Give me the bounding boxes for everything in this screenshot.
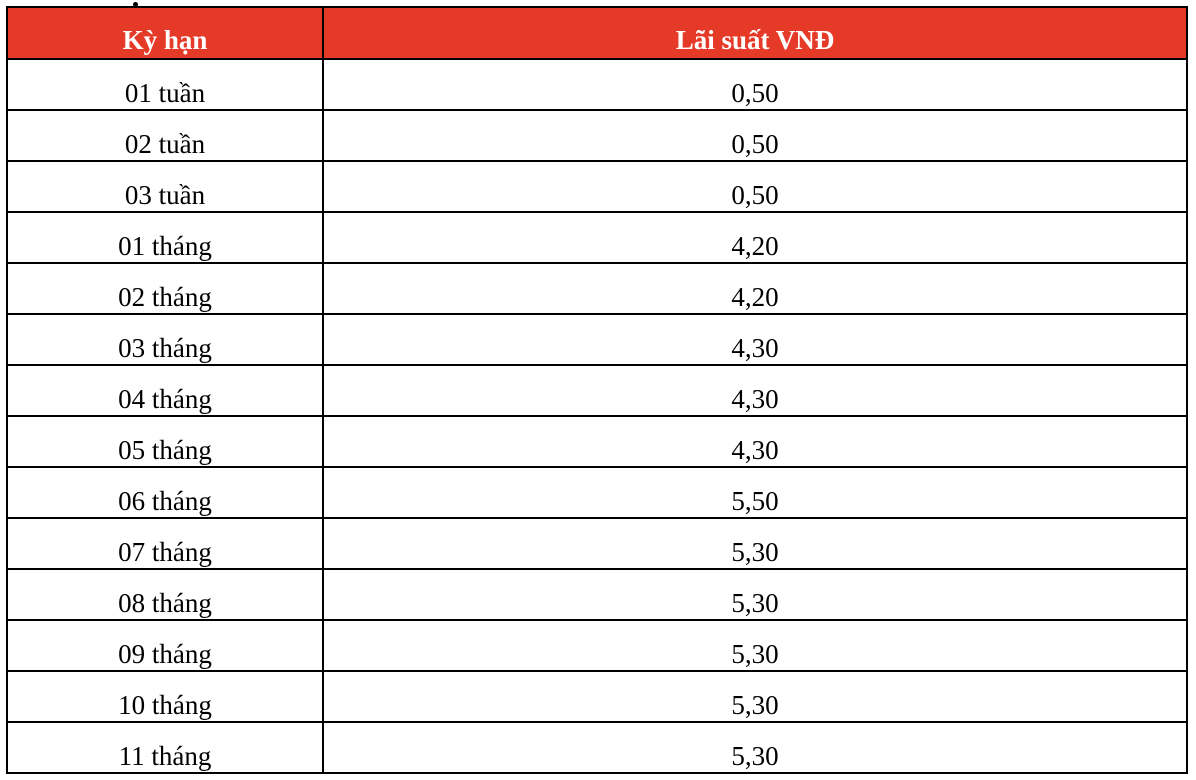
term-cell: 09 tháng [6,619,324,672]
header-term: Kỳ hạn [6,6,324,60]
table-row: 02 tuần 0,50 [6,109,1188,162]
rate-cell: 4,30 [322,364,1188,417]
table-row: 05 tháng 4,30 [6,415,1188,468]
rate-cell: 5,30 [322,721,1188,774]
table-row: 01 tháng 4,20 [6,211,1188,264]
header-row: Kỳ hạn Lãi suất VNĐ [6,6,1188,60]
rate-cell: 5,30 [322,517,1188,570]
term-cell: 02 tháng [6,262,324,315]
table-row: 04 tháng 4,30 [6,364,1188,417]
table-row: 01 tuần 0,50 [6,58,1188,111]
table-row: 08 tháng 5,30 [6,568,1188,621]
table-row: 03 tháng 4,30 [6,313,1188,366]
term-cell: 03 tuần [6,160,324,213]
term-cell: 04 tháng [6,364,324,417]
table-row: 11 tháng 5,30 [6,721,1188,774]
table-row: 10 tháng 5,30 [6,670,1188,723]
table-row: 03 tuần 0,50 [6,160,1188,213]
header-rate: Lãi suất VNĐ [322,6,1188,60]
term-cell: 08 tháng [6,568,324,621]
rate-cell: 5,30 [322,568,1188,621]
rate-cell: 4,20 [322,211,1188,264]
stray-dot [133,2,138,7]
term-cell: 01 tuần [6,58,324,111]
term-cell: 01 tháng [6,211,324,264]
term-cell: 03 tháng [6,313,324,366]
rate-cell: 4,20 [322,262,1188,315]
rate-cell: 0,50 [322,160,1188,213]
term-cell: 05 tháng [6,415,324,468]
rate-cell: 0,50 [322,109,1188,162]
term-cell: 06 tháng [6,466,324,519]
term-cell: 11 tháng [6,721,324,774]
term-cell: 07 tháng [6,517,324,570]
interest-rate-table: Kỳ hạn Lãi suất VNĐ 01 tuần 0,50 02 tuần 0,… [6,6,1188,774]
rate-cell: 4,30 [322,313,1188,366]
rate-cell: 5,50 [322,466,1188,519]
rate-cell: 0,50 [322,58,1188,111]
term-cell: 02 tuần [6,109,324,162]
rate-cell: 5,30 [322,619,1188,672]
rate-cell: 4,30 [322,415,1188,468]
table-row: 09 tháng 5,30 [6,619,1188,672]
rate-cell: 5,30 [322,670,1188,723]
table-row: 02 tháng 4,20 [6,262,1188,315]
table-row: 06 tháng 5,50 [6,466,1188,519]
table-row: 07 tháng 5,30 [6,517,1188,570]
term-cell: 10 tháng [6,670,324,723]
